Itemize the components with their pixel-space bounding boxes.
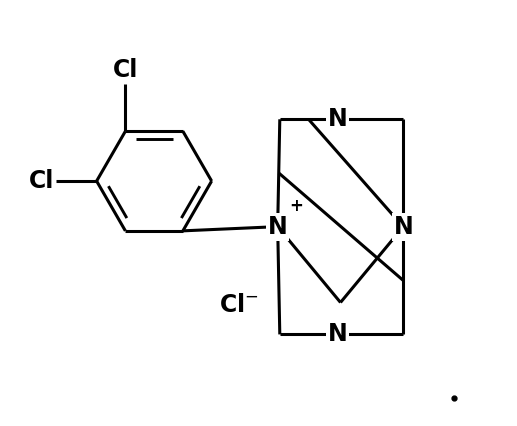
Text: Cl$^{-}$: Cl$^{-}$ xyxy=(219,293,259,317)
Text: N: N xyxy=(327,322,347,346)
Text: Cl: Cl xyxy=(28,169,54,193)
Text: N: N xyxy=(393,215,413,239)
Text: Cl: Cl xyxy=(113,58,138,82)
Text: N: N xyxy=(268,215,287,239)
Text: +: + xyxy=(289,197,303,215)
Text: N: N xyxy=(327,107,347,131)
